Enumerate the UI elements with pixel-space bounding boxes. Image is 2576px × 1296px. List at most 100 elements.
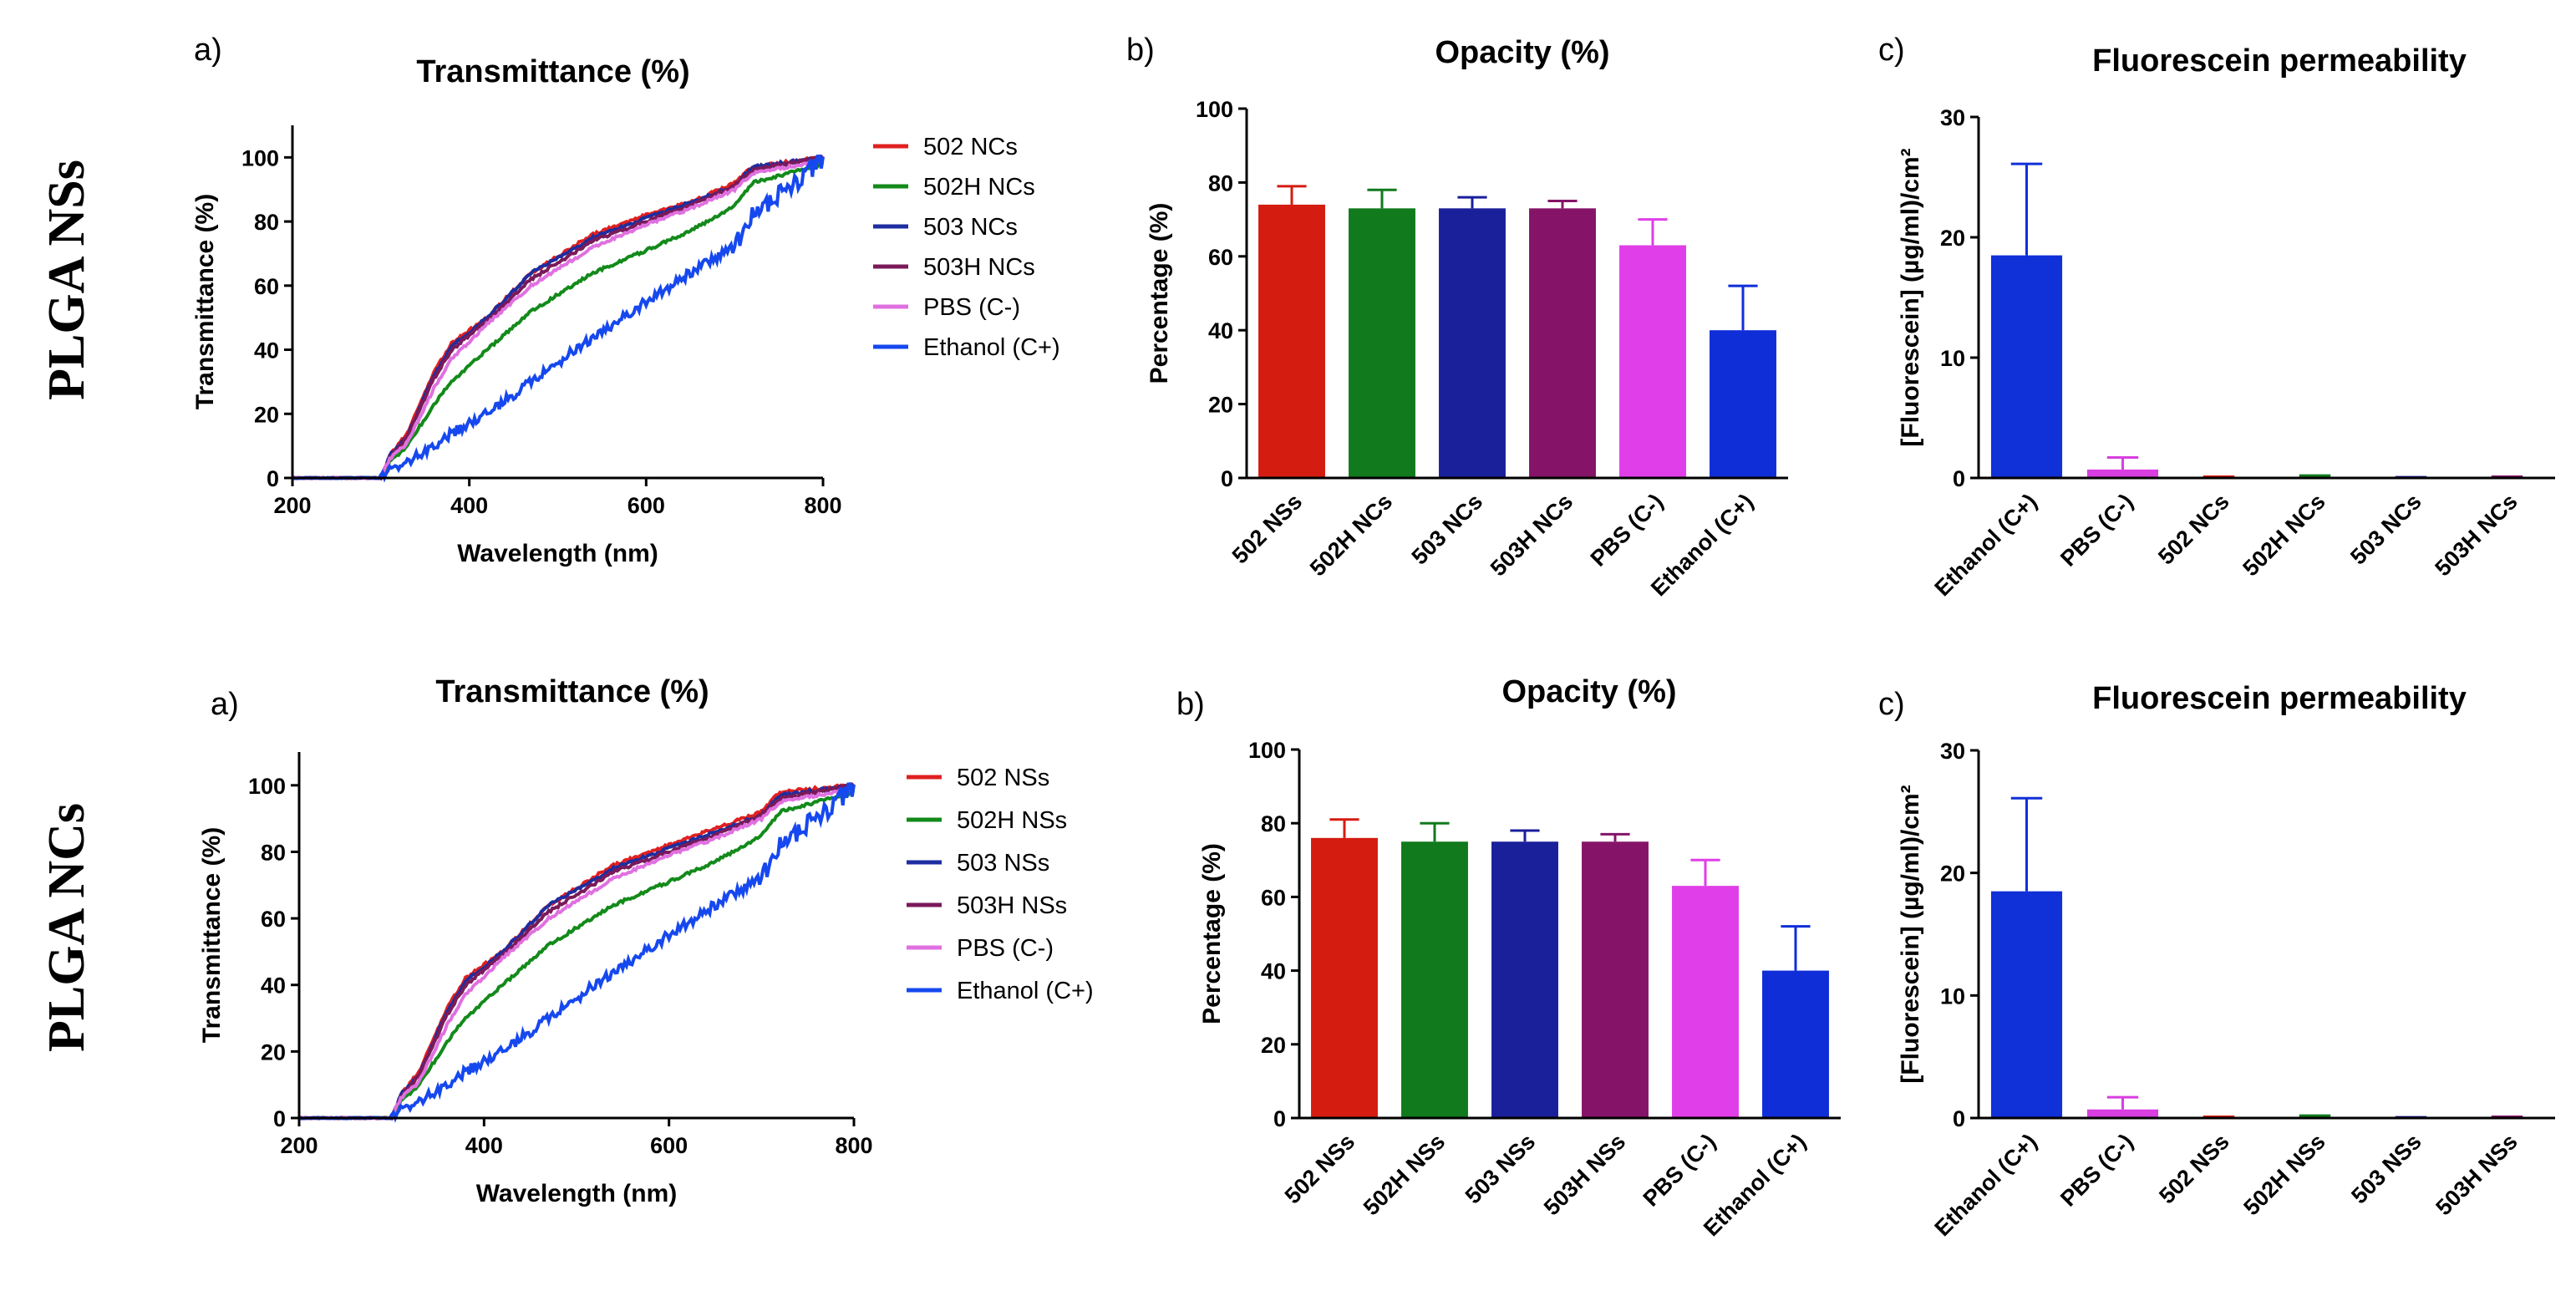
x-axis-label: Wavelength (nm) [457, 540, 658, 567]
y-axis-label: [Fluorescein] (µg/ml)/cm² [1897, 785, 1924, 1083]
y-tick-label: 80 [1208, 170, 1233, 196]
y-tick-label: 40 [261, 973, 286, 999]
bar [1349, 208, 1415, 478]
x-tick-label: 400 [450, 493, 488, 518]
y-tick-label: 100 [1196, 97, 1233, 122]
series-line-3 [299, 782, 854, 1121]
legend-label: 503 NCs [923, 214, 1018, 241]
row-label-plga-ncs: PLGA NCs [38, 803, 95, 1052]
legend-label: 502 NSs [957, 765, 1049, 791]
category-label: 502 NSs [1280, 1129, 1360, 1209]
series-line-5 [298, 786, 856, 1121]
y-tick-label: 60 [1208, 245, 1233, 270]
y-tick-label: 30 [1940, 105, 1965, 130]
row-label-plga-nss: PLGA NSs [38, 160, 95, 400]
transmittance-chart-0: a) Transmittance (%) 0 20 40 60 80 100 200 400 600… [191, 33, 1060, 567]
bar [1619, 245, 1686, 478]
y-tick-label: 20 [254, 402, 279, 427]
y-tick-label: 0 [267, 466, 279, 491]
y-axis-label: [Fluorescein] (µg/ml)/cm² [1897, 148, 1924, 446]
y-tick-label: 100 [1248, 738, 1286, 763]
y-tick-label: 60 [254, 274, 279, 299]
bar [1672, 886, 1739, 1118]
bar [1990, 255, 2063, 478]
y-axis-label: Transmittance (%) [198, 827, 226, 1043]
chart-title: Fluorescein permeability [2092, 43, 2467, 79]
panel-letter: a) [211, 687, 239, 722]
y-tick-label: 100 [241, 145, 279, 170]
legend-label: 502 NCs [923, 134, 1018, 160]
y-tick-label: 40 [1208, 318, 1233, 343]
series-line-5 [292, 158, 825, 480]
bar [1439, 208, 1506, 478]
legend: 502 NCs 502H NCs 503 NCs 503H NCs PBS (C-) Et… [873, 134, 1060, 361]
bar [1990, 891, 2063, 1118]
legend-label: 503 NSs [957, 850, 1049, 877]
y-tick-label: 30 [1940, 739, 1965, 764]
category-label: 502 NSs [2154, 1129, 2234, 1209]
chart-title: Transmittance (%) [435, 674, 709, 709]
bar-chart-5: c) Fluorescein permeability Ethanol (C+) PB… [1878, 681, 2555, 1241]
series-line-1 [298, 783, 856, 1121]
category-label: 503H NSs [1539, 1129, 1630, 1220]
series-line-4 [298, 782, 856, 1121]
category-label: 502H NSs [1359, 1129, 1450, 1220]
y-tick-label: 10 [1940, 346, 1965, 371]
category-label: 503 NCs [2345, 489, 2426, 570]
category-label: 502H NCs [2238, 489, 2330, 581]
bar [1710, 330, 1776, 478]
bar [1529, 208, 1596, 478]
bar [2086, 1109, 2159, 1118]
y-tick-label: 0 [1273, 1106, 1286, 1131]
y-tick-label: 20 [1940, 226, 1965, 251]
legend-label: 502H NCs [923, 174, 1035, 201]
panel-letter: b) [1126, 33, 1155, 68]
category-label: PBS (C-) [1586, 489, 1669, 572]
category-label: 503 NSs [2346, 1129, 2426, 1209]
series-line-2 [292, 161, 825, 480]
series-line-1 [292, 155, 825, 480]
x-tick-label: 600 [627, 493, 665, 518]
bar [1401, 841, 1468, 1118]
y-axis-label: Percentage (%) [1146, 203, 1173, 384]
y-axis-label: Transmittance (%) [191, 194, 219, 409]
series-line-2 [298, 790, 856, 1121]
y-tick-label: 0 [1953, 466, 1965, 491]
category-label: 502 NSs [1227, 489, 1308, 569]
category-label: 503H NCs [2430, 489, 2522, 581]
category-label: 503H NSs [2431, 1129, 2522, 1220]
x-axis-label: Wavelength (nm) [476, 1180, 678, 1207]
x-tick-label: 600 [650, 1133, 688, 1158]
chart-title: Opacity (%) [1501, 674, 1676, 709]
bar [1762, 970, 1829, 1118]
y-tick-label: 60 [1261, 885, 1286, 910]
y-axis-label: Percentage (%) [1198, 843, 1226, 1024]
category-label: 503H NCs [1486, 489, 1578, 581]
y-tick-label: 0 [1953, 1106, 1965, 1131]
y-tick-label: 20 [1261, 1033, 1286, 1058]
bar-chart-2: c) Fluorescein permeability Ethanol (C+) PB… [1878, 33, 2555, 601]
y-tick-label: 20 [261, 1039, 286, 1065]
y-tick-label: 80 [1261, 811, 1286, 836]
chart-title: Opacity (%) [1435, 35, 1609, 70]
category-label: Ethanol (C+) [1930, 489, 2042, 601]
legend-label: Ethanol (C+) [923, 334, 1060, 361]
category-label: 503 NSs [1461, 1129, 1541, 1209]
x-tick-label: 200 [273, 493, 311, 518]
category-label: PBS (C-) [2055, 489, 2138, 572]
panel-letter: b) [1176, 687, 1205, 722]
legend-label: PBS (C-) [957, 935, 1054, 962]
y-tick-label: 0 [273, 1106, 286, 1131]
bar [1258, 204, 1325, 479]
x-tick-label: 800 [804, 493, 841, 518]
legend-label: Ethanol (C+) [957, 978, 1094, 1004]
x-tick-label: 800 [835, 1133, 872, 1158]
y-tick-label: 60 [261, 907, 286, 932]
panel-letter: c) [1878, 687, 1905, 722]
legend-label: 503H NSs [957, 892, 1067, 919]
y-tick-label: 80 [261, 840, 286, 865]
y-tick-label: 40 [1261, 959, 1286, 984]
